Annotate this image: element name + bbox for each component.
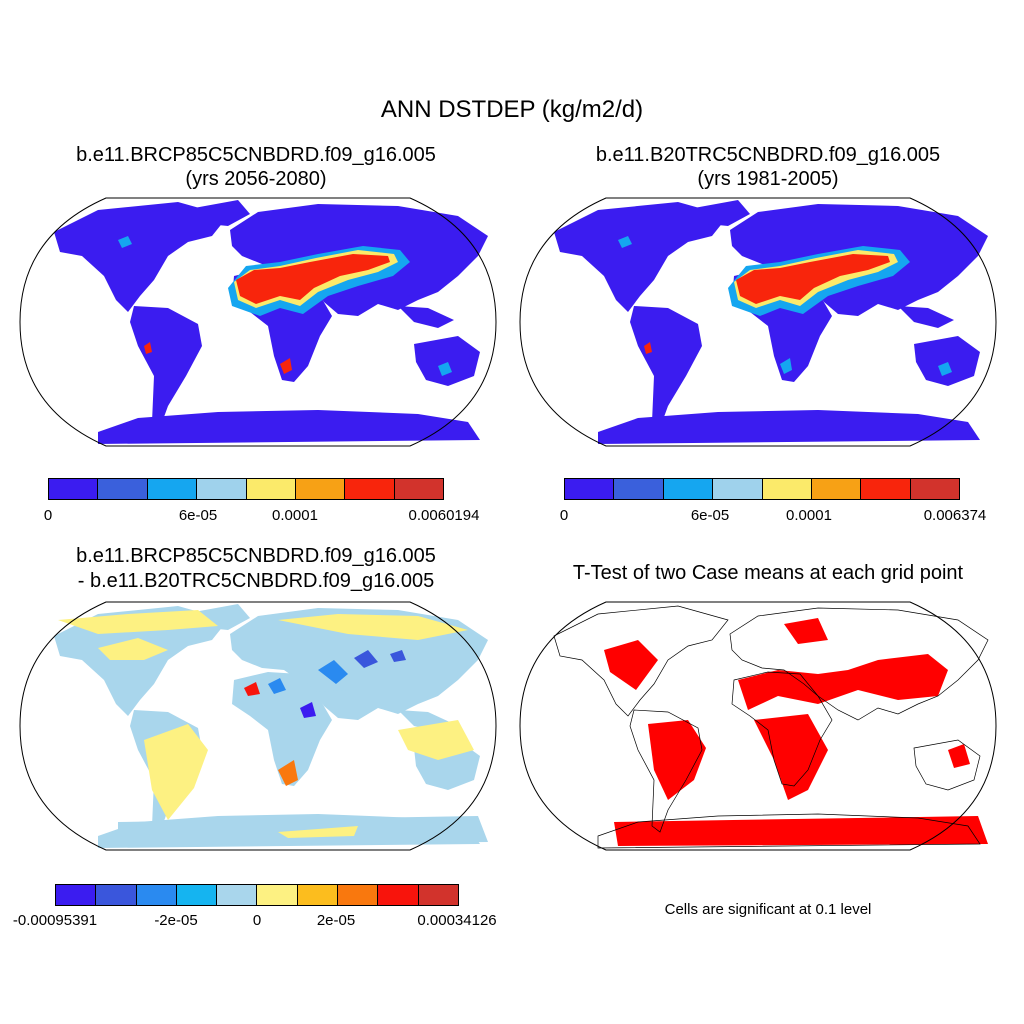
colorbar-segment-1	[614, 479, 664, 499]
colorbar-segment-8	[378, 885, 419, 905]
colorbar-segment-4	[217, 885, 258, 905]
colorbar-segment-4	[246, 479, 296, 499]
colorbar-segment-1	[98, 479, 148, 499]
panel1-colorbar	[48, 478, 444, 500]
colorbar-segment-3	[197, 479, 247, 499]
panel3-tick-3: 2e-05	[316, 912, 356, 929]
colorbar-segment-3	[713, 479, 763, 499]
panel2-tick-2: 0.0001	[786, 507, 832, 524]
panel3-tick-4: 0.00034126	[417, 912, 497, 929]
dust-source-regions	[118, 236, 452, 376]
colorbar-segment-3	[176, 885, 218, 905]
panel4-title: T-Test of two Case means at each grid po…	[572, 562, 964, 584]
panel3-title-line2: - b.e11.B20TRC5CNBDRD.f09_g16.005	[77, 570, 435, 592]
colorbar-segment-6	[297, 885, 339, 905]
panel1-tick-1: 6e-05	[178, 507, 218, 524]
panel1-title-line2: (yrs 2056-2080)	[185, 168, 327, 190]
panel3-tick-1: -2e-05	[154, 912, 198, 929]
colorbar-segment-7	[394, 479, 443, 499]
panel3-map	[19, 601, 497, 851]
panel1-tick-2: 0.0001	[272, 507, 318, 524]
panel3-tick-0: -0.00095391	[12, 912, 98, 929]
colorbar-segment-2	[663, 479, 714, 499]
significant-cells	[604, 618, 988, 846]
panel2-colorbar	[564, 478, 960, 500]
dust-source-regions	[618, 236, 952, 376]
colorbar-segment-7	[910, 479, 959, 499]
figure-title: ANN DSTDEP (kg/m2/d)	[380, 96, 644, 123]
panel3-title-line1: b.e11.BRCP85C5CNBDRD.f09_g16.005	[76, 545, 436, 567]
colorbar-segment-9	[418, 885, 458, 905]
difference-anomalies	[58, 610, 488, 846]
panel3-colorbar	[55, 884, 459, 906]
significance-note: Cells are significant at 0.1 level	[664, 901, 872, 918]
panel1-map	[19, 197, 497, 447]
panel2-map	[519, 197, 997, 447]
panel2-title-line1: b.e11.B20TRC5CNBDRD.f09_g16.005	[595, 144, 941, 166]
colorbar-segment-5	[257, 885, 298, 905]
colorbar-segment-5	[295, 479, 346, 499]
colorbar-segment-1	[96, 885, 137, 905]
colorbar-segment-0	[56, 885, 97, 905]
panel2-tick-1: 6e-05	[690, 507, 730, 524]
colorbar-segment-5	[811, 479, 862, 499]
panel4-map	[519, 601, 997, 851]
panel1-title-line1: b.e11.BRCP85C5CNBDRD.f09_g16.005	[76, 144, 436, 166]
colorbar-segment-4	[762, 479, 812, 499]
panel1-tick-0: 0	[43, 507, 53, 524]
colorbar-segment-7	[338, 885, 379, 905]
colorbar-segment-0	[49, 479, 99, 499]
panel2-title-line2: (yrs 1981-2005)	[697, 168, 839, 190]
panel3-tick-2: 0	[252, 912, 262, 929]
colorbar-segment-0	[565, 479, 615, 499]
colorbar-segment-6	[861, 479, 911, 499]
colorbar-segment-2	[147, 479, 198, 499]
panel2-tick-0: 0	[559, 507, 569, 524]
colorbar-segment-6	[345, 479, 395, 499]
panel2-tick-3: 0.006374	[923, 507, 987, 524]
panel1-tick-3: 0.0060194	[408, 507, 480, 524]
colorbar-segment-2	[136, 885, 177, 905]
